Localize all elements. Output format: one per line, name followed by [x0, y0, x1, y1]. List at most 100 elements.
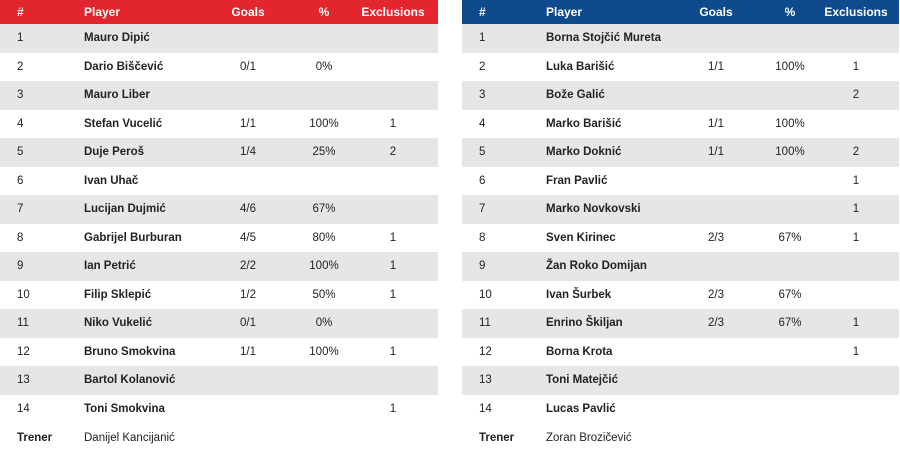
table-row: 12 Borna Krota 1 — [462, 338, 899, 367]
player-number: 2 — [17, 60, 24, 73]
player-goals — [218, 366, 278, 395]
player-exclusions — [816, 281, 896, 310]
player-goals — [686, 395, 746, 424]
table-row: 11 Enrino Škiljan 2/3 67% 1 — [462, 309, 899, 338]
table-row: 4 Marko Barišić 1/1 100% — [462, 110, 899, 139]
table-row: 6 Fran Pavlić 1 — [462, 167, 899, 196]
player-percentage: 50% — [312, 288, 336, 301]
player-exclusions — [353, 24, 433, 53]
team-table-home: # Player Goals % Exclusions 1 Mauro Dipić… — [0, 0, 438, 453]
coach-label: Trener — [479, 432, 515, 444]
coach-name: Danijel Kancijanić — [84, 432, 175, 444]
player-exclusions — [353, 309, 433, 338]
table-row: 14 Toni Smokvina 1 — [0, 395, 438, 424]
player-name: Žan Roko Domijan — [546, 260, 647, 273]
player-name: Bruno Smokvina — [84, 345, 176, 358]
player-number: 12 — [17, 345, 30, 358]
player-percentage — [760, 252, 820, 281]
player-exclusions: 2 — [852, 146, 860, 159]
player-exclusions — [816, 395, 896, 424]
player-name: Dario Biščević — [84, 60, 164, 73]
player-goals — [686, 366, 746, 395]
player-goals: 1/1 — [708, 146, 724, 159]
player-name: Bože Galić — [546, 89, 605, 102]
player-goals: 1/1 — [708, 117, 724, 130]
player-number: 12 — [479, 345, 492, 358]
player-rows: 1 Mauro Dipić 2 Dario Biščević 0/1 0% 3 Mauro L… — [0, 24, 438, 423]
player-goals — [218, 395, 278, 424]
table-row: 12 Bruno Smokvina 1/1 100% 1 — [0, 338, 438, 367]
player-name: Enrino Škiljan — [546, 317, 623, 330]
player-name: Borna Stojčić Mureta — [546, 32, 662, 45]
header-player: Player — [84, 5, 121, 19]
table-row: 13 Toni Matejčić — [462, 366, 899, 395]
player-name: Luka Barišić — [546, 60, 615, 73]
player-exclusions: 2 — [389, 146, 397, 159]
table-row: 6 Ivan Uhač — [0, 167, 438, 196]
player-number: 1 — [17, 32, 24, 45]
coach-row: Trener Danijel Kancijanić — [0, 423, 438, 453]
player-name: Mauro Dipić — [84, 32, 150, 45]
player-number: 7 — [479, 203, 486, 216]
player-percentage: 67% — [312, 203, 336, 216]
player-number: 9 — [479, 260, 486, 273]
player-percentage: 67% — [778, 317, 802, 330]
table-row: 3 Mauro Liber — [0, 81, 438, 110]
player-percentage — [760, 395, 820, 424]
team-table-away: # Player Goals % Exclusions 1 Borna Stojč… — [462, 0, 899, 453]
player-number: 13 — [479, 374, 492, 387]
player-name: Ian Petrić — [84, 260, 136, 273]
header-player: Player — [546, 5, 583, 19]
player-number: 14 — [479, 402, 492, 415]
header-exclusions: Exclusions — [824, 5, 888, 19]
player-name: Ivan Uhač — [84, 174, 139, 187]
table-row: 9 Žan Roko Domijan — [462, 252, 899, 281]
table-header: # Player Goals % Exclusions — [462, 0, 899, 24]
player-percentage: 0% — [315, 60, 333, 73]
table-row: 2 Luka Barišić 1/1 100% 1 — [462, 53, 899, 82]
player-exclusions: 1 — [852, 317, 860, 330]
table-row: 8 Sven Kirinec 2/3 67% 1 — [462, 224, 899, 253]
player-percentage: 100% — [775, 60, 805, 73]
player-exclusions: 1 — [389, 345, 397, 358]
player-exclusions: 1 — [852, 345, 860, 358]
player-exclusions — [353, 366, 433, 395]
table-row: 8 Gabrijel Burburan 4/5 80% 1 — [0, 224, 438, 253]
table-row: 5 Duje Peroš 1/4 25% 2 — [0, 138, 438, 167]
player-name: Toni Smokvina — [84, 402, 165, 415]
player-exclusions — [353, 53, 433, 82]
coach-label: Trener — [17, 432, 53, 444]
player-goals — [686, 24, 746, 53]
player-number: 14 — [17, 402, 30, 415]
header-goals: Goals — [231, 5, 265, 19]
player-number: 5 — [479, 146, 486, 159]
player-name: Borna Krota — [546, 345, 613, 358]
player-exclusions — [816, 24, 896, 53]
table-row: 3 Bože Galić 2 — [462, 81, 899, 110]
player-percentage — [760, 338, 820, 367]
player-name: Bartol Kolanović — [84, 374, 176, 387]
player-number: 6 — [479, 174, 486, 187]
player-number: 10 — [17, 288, 30, 301]
header-num: # — [479, 5, 486, 19]
player-name: Marko Doknić — [546, 146, 622, 159]
player-number: 2 — [479, 60, 486, 73]
player-percentage: 0% — [315, 317, 333, 330]
header-pct: % — [318, 5, 330, 19]
player-goals — [686, 167, 746, 196]
player-exclusions: 1 — [389, 231, 397, 244]
table-row: 14 Lucas Pavlić — [462, 395, 899, 424]
player-percentage — [760, 195, 820, 224]
player-number: 4 — [17, 117, 24, 130]
player-rows: 1 Borna Stojčić Mureta 2 Luka Barišić 1/1 100… — [462, 24, 899, 423]
player-exclusions — [353, 195, 433, 224]
player-exclusions — [353, 81, 433, 110]
player-goals: 2/3 — [708, 231, 724, 244]
player-percentage: 100% — [309, 345, 339, 358]
player-name: Sven Kirinec — [546, 231, 616, 244]
player-percentage: 80% — [312, 231, 336, 244]
player-number: 6 — [17, 174, 24, 187]
player-number: 13 — [17, 374, 30, 387]
table-row: 2 Dario Biščević 0/1 0% — [0, 53, 438, 82]
